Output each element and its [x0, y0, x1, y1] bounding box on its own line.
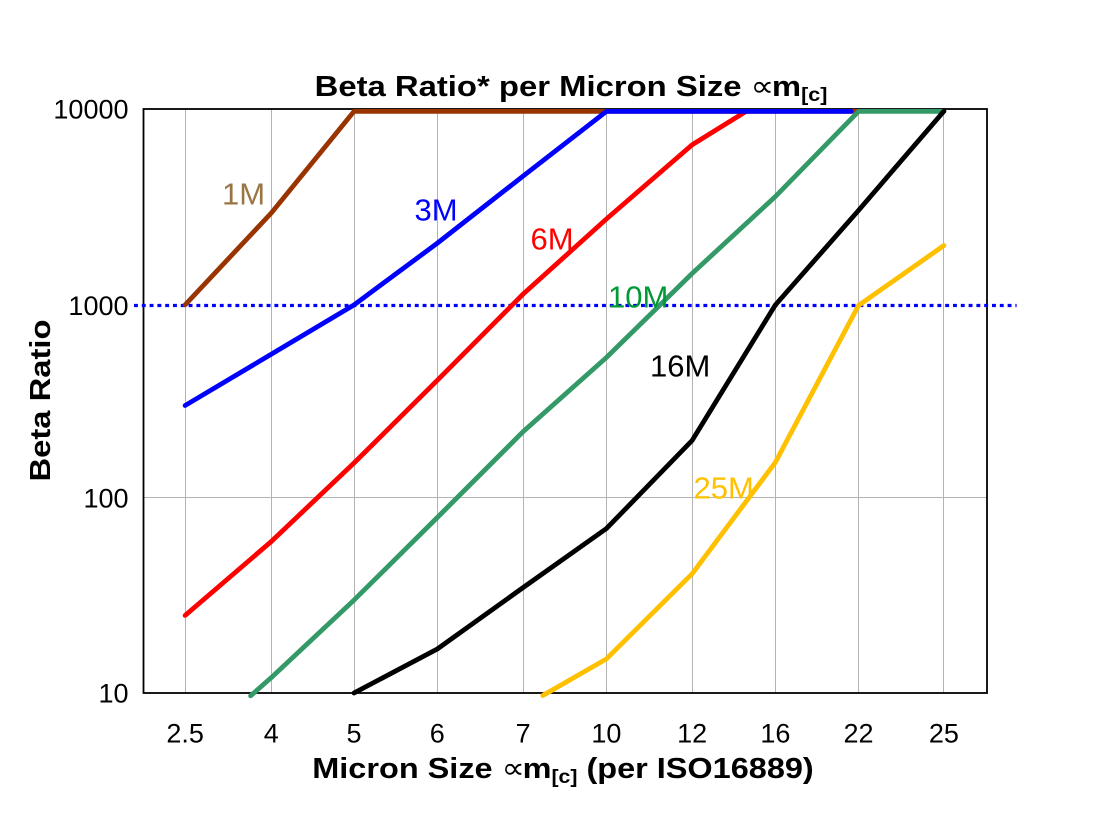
svg-text:22: 22: [843, 718, 873, 748]
svg-text:10: 10: [591, 718, 621, 748]
svg-text:10000: 10000: [53, 95, 128, 125]
svg-text:6: 6: [430, 718, 445, 748]
svg-text:10M: 10M: [608, 280, 668, 315]
svg-text:Beta Ratio: Beta Ratio: [24, 319, 57, 481]
svg-text:16: 16: [760, 718, 790, 748]
svg-text:25M: 25M: [694, 470, 754, 505]
svg-text:Beta Ratio* per Micron Size ∝m: Beta Ratio* per Micron Size ∝m[c]: [315, 70, 828, 106]
svg-text:7: 7: [516, 718, 531, 748]
svg-text:1000: 1000: [68, 291, 128, 321]
svg-text:16M: 16M: [650, 349, 710, 384]
svg-text:3M: 3M: [415, 193, 458, 228]
svg-text:4: 4: [264, 718, 279, 748]
svg-text:10: 10: [98, 679, 128, 709]
svg-text:100: 100: [83, 483, 128, 513]
svg-text:2.5: 2.5: [166, 718, 204, 748]
svg-text:5: 5: [346, 718, 361, 748]
svg-text:1M: 1M: [222, 177, 265, 212]
svg-text:12: 12: [677, 718, 707, 748]
svg-text:6M: 6M: [531, 222, 574, 257]
svg-text:Micron Size ∝m[c] (per ISO1688: Micron Size ∝m[c] (per ISO16889): [312, 752, 813, 788]
svg-text:25: 25: [929, 718, 959, 748]
